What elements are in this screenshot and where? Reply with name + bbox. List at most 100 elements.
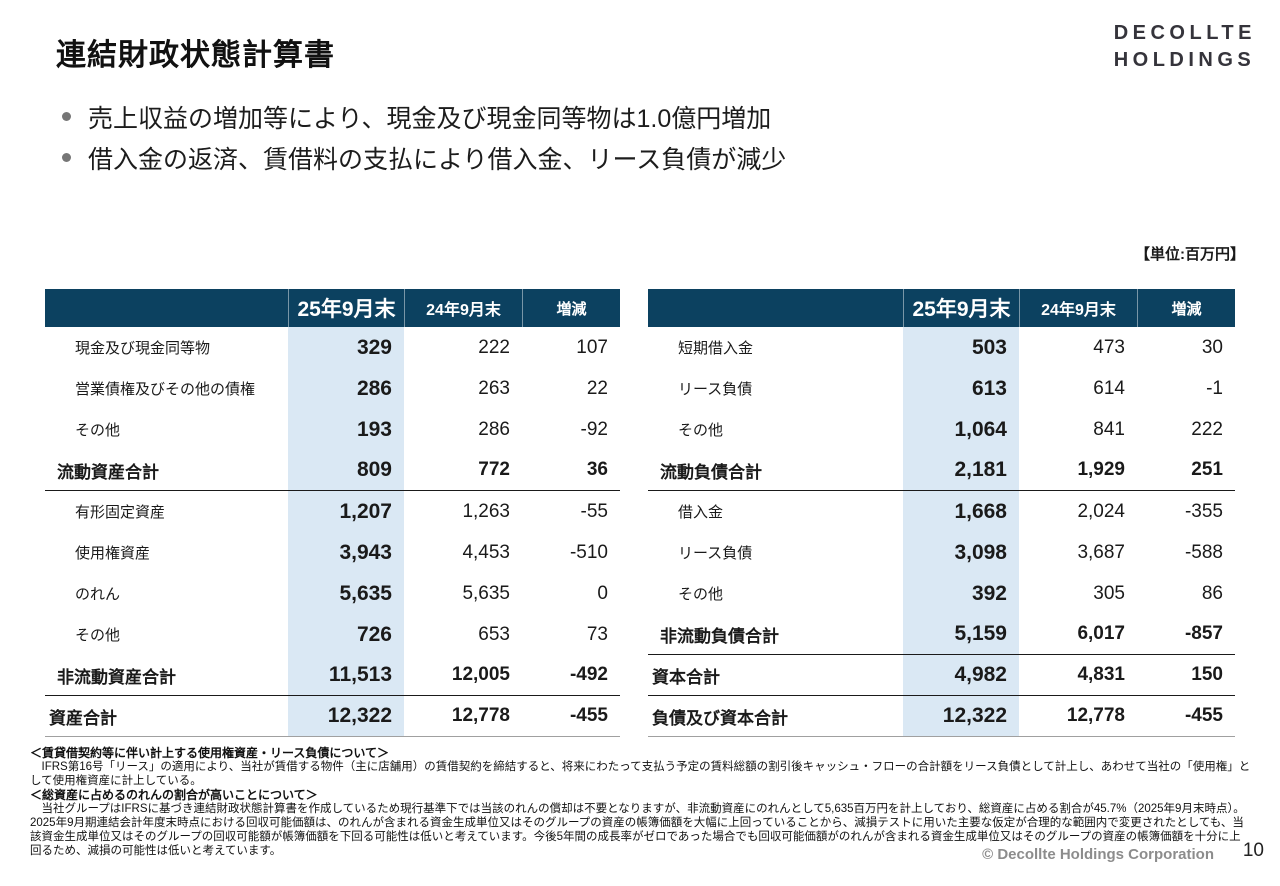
page-number: 10 — [1242, 840, 1264, 861]
row-label: その他 — [75, 422, 121, 439]
value-cell: 286 — [478, 418, 510, 440]
logo-line-1: DECOLLTE — [1113, 22, 1256, 44]
value-cell: 1,207 — [288, 491, 404, 532]
header-cell: 増減 — [522, 289, 620, 327]
value-cell: 772 — [478, 459, 510, 480]
footnotes: ＜賃貸借契約等に伴い計上する使用権資産・リース負債について＞ IFRS第16号「… — [30, 746, 1252, 858]
summary-bullets: 売上収益の増加等により、現金及び現金同等物は1.0億円増加 借入金の返済、賃借料… — [62, 96, 786, 178]
footnote-title: ＜総資産に占めるのれんの割合が高いことについて＞ — [30, 788, 318, 802]
row-label: その他 — [75, 627, 121, 644]
value-cell: 73 — [586, 623, 608, 645]
header-cell: 25年9月末 — [288, 289, 404, 327]
value-cell: 263 — [478, 377, 510, 399]
table-row: 流動資産合計 809 772 36 — [45, 450, 620, 491]
row-label: 借入金 — [678, 504, 724, 521]
table-row: 借入金 1,668 2,024 -355 — [648, 491, 1235, 532]
table-row: 非流動資産合計 11,513 12,005 -492 — [45, 655, 620, 696]
value-cell: 222 — [478, 336, 510, 358]
value-cell: -355 — [1184, 500, 1223, 522]
bullet-text: 借入金の返済、賃借料の支払により借入金、リース負債が減少 — [88, 145, 787, 174]
value-cell: 2,024 — [1077, 500, 1125, 522]
value-cell: 305 — [1093, 582, 1125, 604]
table-row: 短期借入金 503 473 30 — [648, 327, 1235, 368]
value-cell: 1,263 — [462, 500, 510, 522]
unit-label: 【単位:百万円】 — [1135, 246, 1245, 263]
value-cell: 2,181 — [903, 450, 1019, 490]
value-cell: 5,159 — [903, 614, 1019, 654]
table-row: 使用権資産 3,943 4,453 -510 — [45, 532, 620, 573]
table-row: のれん 5,635 5,635 0 — [45, 573, 620, 614]
table-row: リース負債 3,098 3,687 -588 — [648, 532, 1235, 573]
logo-line-2: HOLDINGS — [1113, 49, 1256, 71]
row-label: 資産合計 — [49, 708, 117, 728]
value-cell: 5,635 — [462, 582, 510, 604]
bullet-dot-icon — [62, 153, 71, 162]
value-cell: 251 — [1191, 459, 1223, 480]
table-header-row: 25年9月末 24年9月末 増減 — [45, 289, 620, 327]
value-cell: 107 — [576, 336, 608, 358]
row-label: 短期借入金 — [678, 340, 754, 357]
bullet-item: 売上収益の増加等により、現金及び現金同等物は1.0億円増加 — [62, 96, 786, 137]
bullet-dot-icon — [62, 112, 71, 121]
row-label: 使用権資産 — [75, 545, 151, 562]
value-cell: 613 — [903, 368, 1019, 409]
value-cell: 12,005 — [451, 664, 510, 685]
value-cell: -857 — [1184, 623, 1223, 644]
bullet-item: 借入金の返済、賃借料の支払により借入金、リース負債が減少 — [62, 137, 786, 178]
value-cell: 1,064 — [903, 409, 1019, 450]
value-cell: 3,098 — [903, 532, 1019, 573]
company-logo: DECOLLTE HOLDINGS — [1114, 20, 1256, 74]
table-row: リース負債 613 614 -1 — [648, 368, 1235, 409]
value-cell: 6,017 — [1077, 623, 1125, 644]
table-row: 有形固定資産 1,207 1,263 -55 — [45, 491, 620, 532]
value-cell: -455 — [569, 705, 608, 726]
row-label: のれん — [75, 586, 121, 603]
value-cell: -455 — [1184, 705, 1223, 726]
value-cell: 726 — [288, 614, 404, 655]
value-cell: 86 — [1201, 582, 1223, 604]
assets-table: 25年9月末 24年9月末 増減 現金及び現金同等物 329 222 107 営業債権及びその… — [45, 289, 620, 737]
value-cell: 11,513 — [288, 655, 404, 695]
copyright: © Decollte Holdings Corporation — [982, 846, 1214, 863]
row-label: 流動負債合計 — [660, 462, 762, 482]
value-cell: 653 — [478, 623, 510, 645]
table-row: 現金及び現金同等物 329 222 107 — [45, 327, 620, 368]
value-cell: 4,453 — [462, 541, 510, 563]
value-cell: 473 — [1093, 336, 1125, 358]
table-row: その他 726 653 73 — [45, 614, 620, 655]
header-cell: 増減 — [1137, 289, 1235, 327]
value-cell: 12,322 — [288, 696, 404, 736]
row-label: リース負債 — [678, 381, 753, 398]
value-cell: 4,831 — [1077, 664, 1125, 685]
value-cell: 3,687 — [1077, 541, 1125, 563]
table-row: 負債及び資本合計 12,322 12,778 -455 — [648, 696, 1235, 737]
row-label: その他 — [678, 586, 724, 603]
value-cell: 4,982 — [903, 655, 1019, 695]
value-cell: 193 — [288, 409, 404, 450]
value-cell: 36 — [586, 459, 608, 480]
value-cell: 30 — [1201, 336, 1223, 358]
row-label: 現金及び現金同等物 — [75, 340, 211, 357]
value-cell: 22 — [586, 377, 608, 399]
value-cell: 1,929 — [1077, 459, 1125, 480]
table-row: その他 1,064 841 222 — [648, 409, 1235, 450]
row-label: 資本合計 — [652, 667, 720, 687]
value-cell: 3,943 — [288, 532, 404, 573]
table-row: 資本合計 4,982 4,831 150 — [648, 655, 1235, 696]
header-cell: 24年9月末 — [1019, 289, 1137, 327]
value-cell: -492 — [569, 664, 608, 685]
header-cell: 24年9月末 — [404, 289, 522, 327]
liabilities-table: 25年9月末 24年9月末 増減 短期借入金 503 473 30 リース負債 613 614 -1… — [648, 289, 1235, 737]
header-label-cell — [45, 289, 288, 327]
value-cell: -1 — [1206, 377, 1223, 399]
value-cell: -92 — [580, 418, 608, 440]
table-row: 非流動負債合計 5,159 6,017 -857 — [648, 614, 1235, 655]
value-cell: 0 — [597, 582, 608, 604]
row-label: 非流動負債合計 — [660, 626, 779, 646]
value-cell: 286 — [288, 368, 404, 409]
value-cell: -588 — [1184, 541, 1223, 563]
value-cell: 392 — [903, 573, 1019, 614]
value-cell: -55 — [580, 500, 608, 522]
table-row: その他 193 286 -92 — [45, 409, 620, 450]
